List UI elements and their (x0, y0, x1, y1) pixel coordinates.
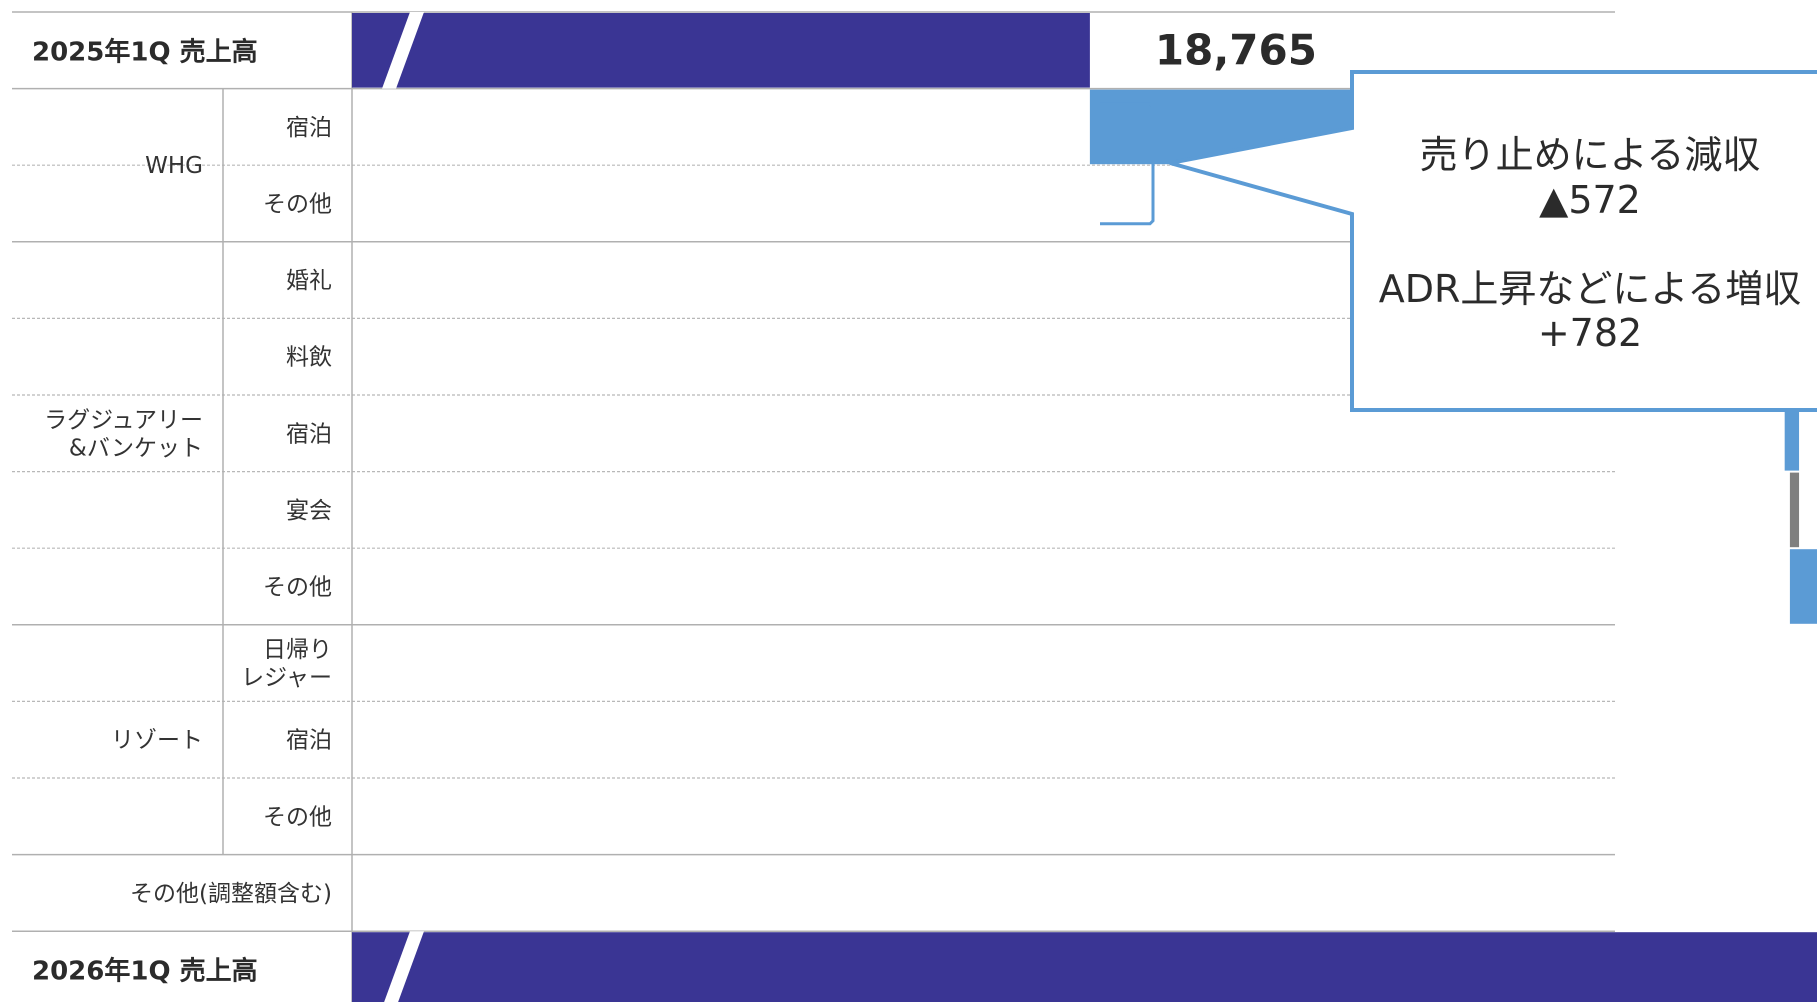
subcategory-label: 日帰りレジャー (241, 637, 332, 691)
subcategory-label: 宴会 (286, 498, 332, 524)
callout-text-line: ▲572 (1539, 178, 1641, 222)
subcategory-label: 料飲 (286, 345, 332, 371)
subcategory-label: 宿泊 (286, 728, 332, 754)
increase-bar (1784, 396, 1800, 471)
whg-bracket (1100, 102, 1155, 226)
callout-text-line: 売り止めによる減収 (1420, 133, 1761, 177)
start-axis-break (382, 12, 424, 89)
start-total-bar (352, 13, 1090, 88)
group-label-2: リゾート (111, 728, 203, 754)
subcategory-label: その他 (263, 575, 332, 601)
group-label-other-adjustments: その他(調整額含む) (130, 881, 332, 907)
end-total-bar (352, 932, 1817, 1002)
callout-box (1169, 70, 1817, 412)
group-label-1: ラグジュアリー&バンケット (44, 407, 203, 461)
group-label-0: WHG (145, 153, 203, 179)
callout-text-line: +782 (1538, 311, 1642, 355)
decrease-bar (1789, 472, 1800, 548)
subcategory-label: 宿泊 (286, 421, 332, 447)
start-total-value: 18,765 (1155, 25, 1317, 74)
start-total-label: 2025年1Q 売上高 (32, 36, 258, 67)
subcategory-label: 婚礼 (286, 268, 332, 294)
end-total-label: 2026年1Q 売上高 (32, 956, 258, 987)
subcategory-label: 宿泊 (286, 115, 332, 141)
subcategory-label: その他 (263, 804, 332, 830)
end-axis-break (384, 931, 424, 1002)
subcategory-label: その他 (263, 192, 332, 218)
callout-text-line: ADR上昇などによる増収 (1379, 267, 1802, 311)
increase-bar (1789, 549, 1817, 624)
